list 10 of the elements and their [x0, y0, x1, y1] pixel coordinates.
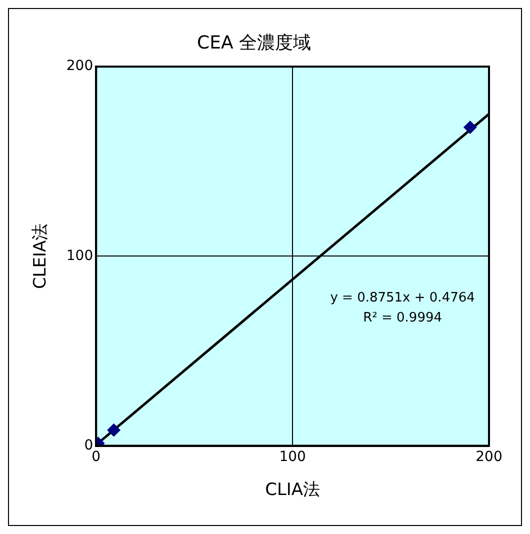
chart-title: CEA 全濃度域 [197, 32, 311, 54]
y-axis-title: CLEIA法 [30, 223, 51, 290]
x-tick-label: 100 [279, 448, 306, 465]
x-axis-title: CLIA法 [265, 480, 320, 500]
x-tick-label: 200 [476, 448, 502, 465]
y-tick-label: 200 [66, 58, 94, 74]
annotation: R² = 0.9994 [363, 310, 442, 326]
y-tick-label: 0 [84, 437, 94, 454]
y-tick-label: 100 [66, 248, 94, 264]
annotation: y = 0.8751x + 0.4764 [330, 290, 475, 306]
